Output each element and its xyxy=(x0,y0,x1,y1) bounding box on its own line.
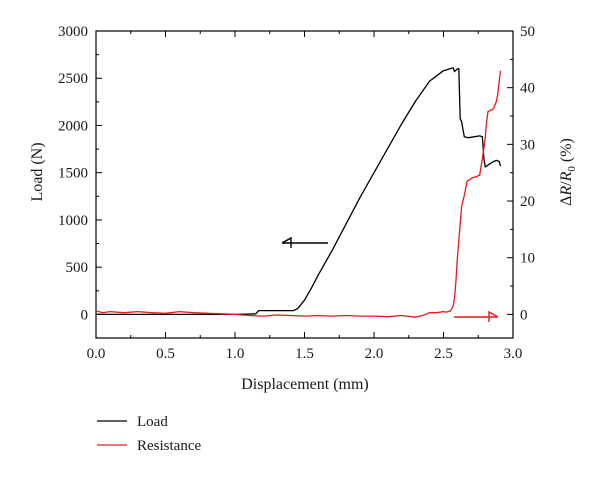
left-y-tick-label: 3000 xyxy=(58,24,88,40)
left-y-tick-label: 1500 xyxy=(58,166,88,182)
right-y-tick-label: 40 xyxy=(520,81,535,97)
resistance-axis-arrow-head xyxy=(488,310,499,322)
x-tick-label: 0.5 xyxy=(156,346,175,362)
left-y-tick-label: 500 xyxy=(66,260,89,276)
left-y-tick-label: 2000 xyxy=(58,118,88,134)
chart-axes: 0.0 0.5 1.0 1.5 2.0 2.5 3.00500100015002000250… xyxy=(58,24,535,362)
plot-lines xyxy=(95,67,502,318)
x-tick-label: 3.0 xyxy=(504,346,523,362)
left-y-tick-label: 1000 xyxy=(58,213,88,229)
x-tick-label: 0.0 xyxy=(87,346,106,362)
left-y-axis-title: Load (N) xyxy=(29,142,46,201)
left-y-tick-label: 0 xyxy=(81,307,89,323)
plot-frame xyxy=(95,30,514,339)
x-tick-label: 2.5 xyxy=(434,346,453,362)
chart-annotations xyxy=(281,236,499,322)
x-tick-label: 2.0 xyxy=(365,346,384,362)
x-tick-label: 1.0 xyxy=(226,346,245,362)
legend-label-resistance: Resistance xyxy=(137,438,201,454)
series-line-resistance xyxy=(95,70,502,318)
left-y-tick-label: 2500 xyxy=(58,71,88,87)
right-y-tick-label: 20 xyxy=(520,194,535,210)
legend-label-load: Load xyxy=(137,414,168,430)
series-line-load xyxy=(96,67,502,316)
x-tick-label: 1.5 xyxy=(295,346,314,362)
right-y-tick-label: 30 xyxy=(520,137,535,153)
right-y-axis-title: ΔR/R0 (%) xyxy=(558,138,578,206)
load-axis-arrow-head xyxy=(281,236,292,248)
right-y-tick-label: 0 xyxy=(520,307,528,323)
x-axis-title: Displacement (mm) xyxy=(241,376,369,393)
right-y-tick-label: 50 xyxy=(520,24,535,40)
right-y-tick-label: 10 xyxy=(520,251,535,267)
chart-legend: Load Resistance xyxy=(97,414,201,454)
